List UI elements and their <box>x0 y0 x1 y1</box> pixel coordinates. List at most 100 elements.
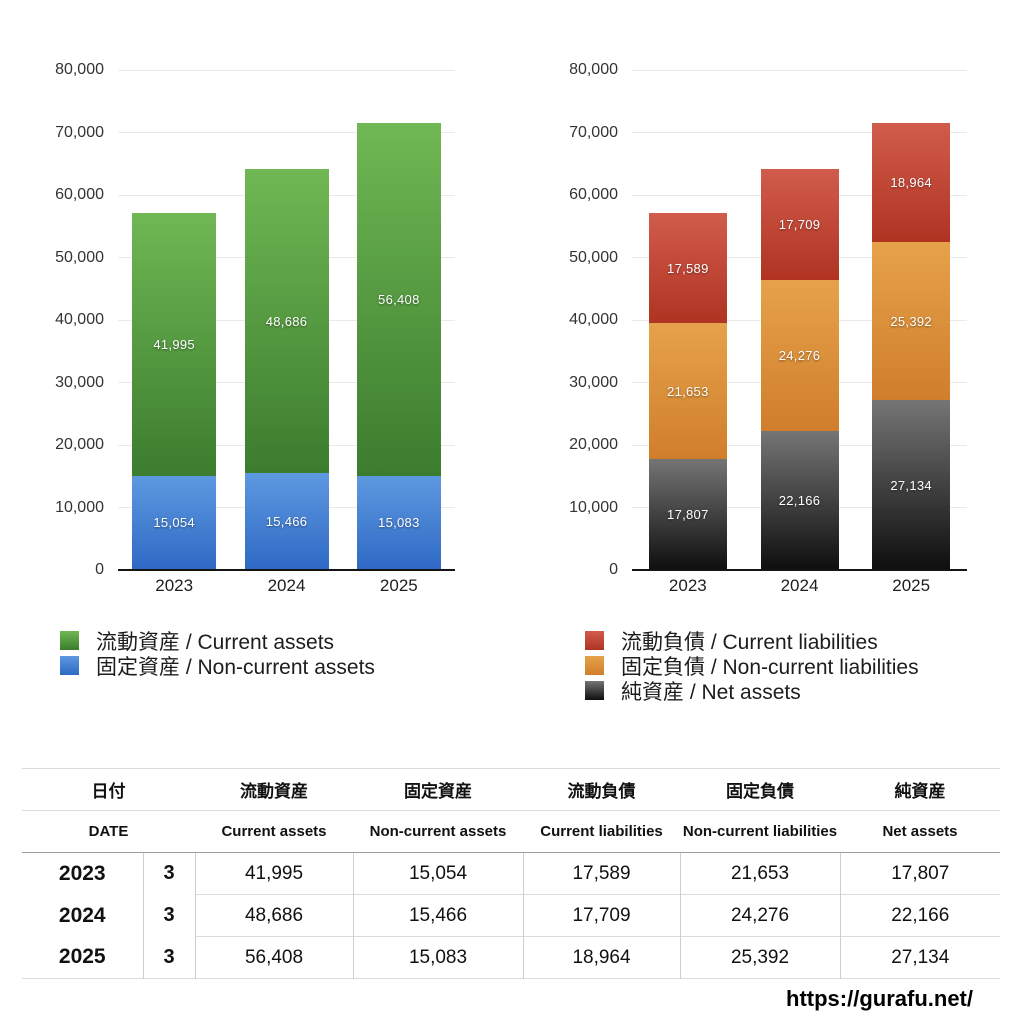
y-axis-tick-label: 50,000 <box>55 248 104 266</box>
table-header-ja-cell: 日付 <box>22 768 195 811</box>
table-header-ja-cell: 固定負債 <box>680 768 840 811</box>
legend-item: 流動資産 / Current assets <box>60 628 375 654</box>
table-value-cell: 25,392 <box>679 936 840 979</box>
bar-value-label: 17,589 <box>667 260 709 276</box>
x-axis-line <box>118 569 455 571</box>
bar-segment: 41,995 <box>132 213 217 476</box>
bar-value-label: 15,466 <box>265 514 308 530</box>
bar-segment: 48,686 <box>244 169 329 474</box>
bar-value-label: 25,392 <box>890 313 932 329</box>
table-row: 2024 3 48,686 15,466 17,709 24,276 22,166 <box>22 894 1000 937</box>
y-axis-tick-label: 30,000 <box>55 373 104 391</box>
table-header-ja-cell: 流動資産 <box>195 768 353 811</box>
x-axis-tick-label: 2025 <box>379 576 418 595</box>
table-year-cell: 2024 <box>58 903 106 927</box>
bar-segment: 17,589 <box>648 213 727 324</box>
bar-segment: 15,466 <box>244 473 329 570</box>
bar-segment: 25,392 <box>872 241 951 401</box>
legend-label: 固定資産 / Non-current assets <box>96 655 375 679</box>
bar-value-label: 27,134 <box>890 477 932 493</box>
x-axis-tick-label: 2023 <box>668 576 707 595</box>
y-axis-tick-label: 40,000 <box>55 311 104 328</box>
y-axis-tick-label: 10,000 <box>55 498 104 516</box>
table-header-ja-cell: 流動負債 <box>523 768 680 811</box>
table-header-ja-cell: 純資産 <box>840 768 1000 811</box>
balance-sheet-table-wrap: 日付 流動資産 固定資産 流動負債 固定負債 純資産 DATE Current assets N… <box>22 768 1000 979</box>
legend-swatch <box>585 681 604 700</box>
y-axis-tick-label: 0 <box>95 561 104 578</box>
x-axis-tick-label: 2024 <box>267 576 306 595</box>
table-value-cell: 15,466 <box>352 894 523 937</box>
table-year-cell: 2025 <box>58 945 106 969</box>
table-value-cell: 17,589 <box>522 852 680 895</box>
bar-value-label: 15,083 <box>378 515 420 531</box>
table-header-ja-cell: 固定資産 <box>353 768 523 811</box>
table-header-en-cell: Non-current liabilities <box>680 810 840 853</box>
bar-segment: 17,709 <box>760 169 839 280</box>
bar-segment: 22,166 <box>760 431 839 570</box>
legend-item: 流動負債 / Current liabilities <box>585 628 919 654</box>
table-header-en-cell: Net assets <box>840 810 1000 853</box>
x-axis-tick-label: 2023 <box>155 576 194 595</box>
y-axis-tick-label: 60,000 <box>55 186 104 203</box>
legend-item: 純資産 / Net assets <box>585 678 919 704</box>
chart-legend: 流動負債 / Current liabilities 固定負債 / Non-cur… <box>585 628 919 704</box>
y-axis-tick-label: 80,000 <box>569 61 618 78</box>
y-axis-tick-label: 40,000 <box>569 311 618 328</box>
table-value-cell: 48,686 <box>194 894 353 937</box>
table-header-en-cell: Current assets <box>195 810 353 853</box>
table-header-en-cell: DATE <box>22 810 195 853</box>
y-axis-tick-label: 70,000 <box>569 123 618 141</box>
table-value-cell: 15,054 <box>352 852 523 895</box>
bar-value-label: 21,653 <box>667 383 709 399</box>
table-header-en-cell: Current liabilities <box>523 810 680 853</box>
table-header-en-cell: Non-current assets <box>353 810 523 853</box>
bar-value-label: 24,276 <box>778 348 821 364</box>
table-value-cell: 21,653 <box>679 852 840 895</box>
legend-swatch <box>585 631 604 650</box>
bar-segment: 56,408 <box>356 123 441 476</box>
assets-stacked-bar-chart: 0 10,000 20,000 30,000 40,000 50,000 60,000 70,… <box>20 0 500 710</box>
y-axis-tick-label: 20,000 <box>55 436 104 453</box>
table-year-cell: 2023 <box>58 861 106 885</box>
y-axis-tick-label: 60,000 <box>569 186 618 203</box>
table-month-cell: 3 <box>142 852 195 895</box>
bar-segment: 24,276 <box>760 279 839 432</box>
bar-segment: 18,964 <box>872 123 951 242</box>
bar-value-label: 22,166 <box>778 493 821 509</box>
gridline <box>118 132 455 133</box>
table-value-cell: 56,408 <box>194 936 353 979</box>
table-month-cell: 3 <box>142 894 195 937</box>
y-axis-tick-label: 30,000 <box>569 373 618 391</box>
table-value-cell: 22,166 <box>839 894 1000 937</box>
bar-value-label: 17,709 <box>778 216 821 232</box>
bar-segment: 15,054 <box>132 475 217 570</box>
y-axis-tick-label: 70,000 <box>55 123 104 141</box>
bar-value-label: 48,686 <box>265 313 308 329</box>
legend-swatch <box>585 656 604 675</box>
legend-item: 固定資産 / Non-current assets <box>60 653 375 679</box>
bar-value-label: 17,807 <box>667 506 709 522</box>
bar-value-label: 56,408 <box>378 291 420 307</box>
legend-swatch <box>60 631 79 650</box>
bar-value-label: 15,054 <box>153 515 195 531</box>
balance-sheet-table: 日付 流動資産 固定資産 流動負債 固定負債 純資産 DATE Current assets N… <box>22 768 1000 979</box>
site-url-text: https://gurafu.net/ <box>786 986 973 1011</box>
table-value-cell: 15,083 <box>352 936 523 979</box>
table-value-cell: 17,807 <box>839 852 1000 895</box>
table-value-cell: 24,276 <box>679 894 840 937</box>
table-value-cell: 17,709 <box>522 894 680 937</box>
bar-value-label: 18,964 <box>890 174 932 190</box>
y-axis-tick-label: 80,000 <box>55 61 104 78</box>
y-axis-tick-label: 20,000 <box>569 436 618 453</box>
bar-segment: 17,807 <box>648 458 727 570</box>
y-axis-tick-label: 10,000 <box>569 498 618 516</box>
table-row: 2025 3 56,408 15,083 18,964 25,392 27,134 <box>22 936 1000 979</box>
legend-label: 流動負債 / Current liabilities <box>621 630 878 654</box>
table-header-en-row: DATE Current assets Non-current assets Curr… <box>22 810 1000 853</box>
y-axis-tick-label: 0 <box>609 561 618 578</box>
legend-label: 純資産 / Net assets <box>621 680 801 704</box>
y-axis-tick-label: 50,000 <box>569 248 618 266</box>
x-axis-tick-label: 2024 <box>780 576 819 595</box>
